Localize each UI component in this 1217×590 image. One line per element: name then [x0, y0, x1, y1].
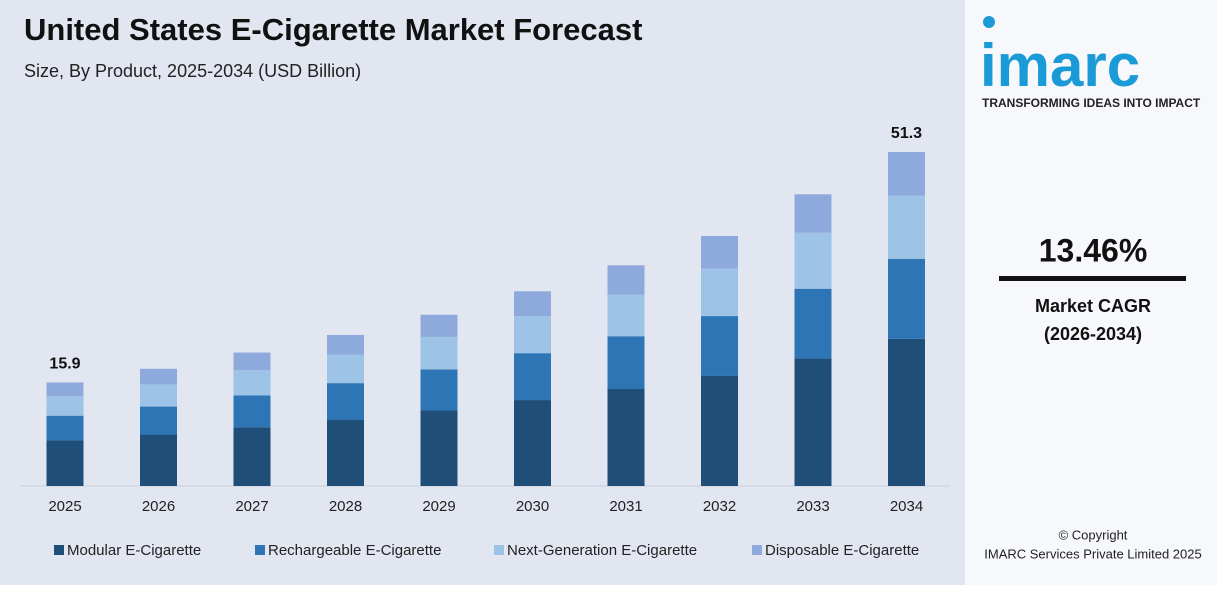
- bar-segment: [46, 396, 84, 416]
- total-label: 15.9: [49, 356, 80, 373]
- legend-label: Disposable E-Cigarette: [765, 542, 919, 559]
- cagr-value: 13.46%: [1039, 232, 1148, 268]
- legend-swatch: [54, 545, 64, 555]
- bar-segment: [794, 288, 832, 359]
- x-tick-label: 2033: [796, 498, 829, 515]
- legend-swatch: [255, 545, 265, 555]
- bar-segment: [514, 316, 551, 354]
- x-tick-label: 2032: [703, 498, 736, 515]
- x-tick-label: 2030: [516, 498, 549, 515]
- logo-dot: [983, 16, 995, 28]
- bar-segment: [46, 415, 84, 441]
- bar-segment: [514, 291, 551, 317]
- cagr-label: Market CAGR: [1035, 296, 1151, 316]
- company: IMARC Services Private Limited 2025: [984, 546, 1201, 561]
- bar-segment: [514, 400, 551, 486]
- bar-segment: [514, 353, 551, 401]
- x-tick-label: 2028: [329, 498, 362, 515]
- bar-segment: [794, 232, 832, 289]
- bar-segment: [607, 388, 645, 486]
- bar-segment: [420, 410, 458, 486]
- x-tick-label: 2029: [422, 498, 455, 515]
- legend-swatch: [752, 545, 762, 555]
- bar-segment: [46, 382, 84, 397]
- cagr-period: (2026-2034): [1044, 324, 1142, 344]
- bar-segment: [607, 265, 645, 295]
- bar-segment: [888, 258, 925, 339]
- bar-segment: [140, 406, 177, 435]
- bar-segment: [888, 195, 925, 259]
- bar-segment: [420, 314, 458, 337]
- bar-segment: [701, 268, 738, 317]
- bar-segment: [233, 370, 271, 396]
- total-label: 51.3: [891, 125, 922, 142]
- bar-segment: [140, 368, 177, 385]
- legend-label: Next-Generation E-Cigarette: [507, 542, 697, 559]
- legend-swatch: [494, 545, 504, 555]
- bar-segment: [140, 384, 177, 407]
- bar-segment: [701, 375, 738, 486]
- bar-segment: [420, 336, 458, 370]
- x-tick-label: 2031: [609, 498, 642, 515]
- chart-title: United States E-Cigarette Market Forecas…: [24, 12, 642, 47]
- chart-subtitle: Size, By Product, 2025-2034 (USD Billion…: [24, 61, 361, 81]
- bar-segment: [327, 419, 364, 486]
- sidebar-background: [965, 0, 1217, 585]
- bar-segment: [607, 336, 645, 389]
- bar-segment: [46, 440, 84, 486]
- tagline: TRANSFORMING IDEAS INTO IMPACT: [982, 96, 1201, 110]
- bar-segment: [607, 294, 645, 337]
- logo: imarc: [980, 32, 1140, 99]
- bar-segment: [233, 427, 271, 486]
- bar-segment: [327, 354, 364, 384]
- bar-segment: [888, 338, 925, 486]
- bar-segment: [233, 395, 271, 428]
- bar-segment: [888, 152, 925, 196]
- bar-segment: [327, 334, 364, 355]
- bar-segment: [794, 358, 832, 486]
- bar-segment: [794, 194, 832, 233]
- legend-label: Modular E-Cigarette: [67, 542, 201, 559]
- copyright: © Copyright: [1059, 527, 1128, 542]
- bar-segment: [140, 434, 177, 486]
- bar-segment: [701, 316, 738, 376]
- cagr-rule: [999, 276, 1186, 281]
- bar-segment: [701, 235, 738, 269]
- x-tick-label: 2026: [142, 498, 175, 515]
- bar-segment: [327, 383, 364, 420]
- bar-segment: [420, 369, 458, 411]
- x-tick-label: 2027: [235, 498, 268, 515]
- bar-segment: [233, 352, 271, 371]
- x-tick-label: 2025: [48, 498, 81, 515]
- x-tick-label: 2034: [890, 498, 923, 515]
- legend-label: Rechargeable E-Cigarette: [268, 542, 441, 559]
